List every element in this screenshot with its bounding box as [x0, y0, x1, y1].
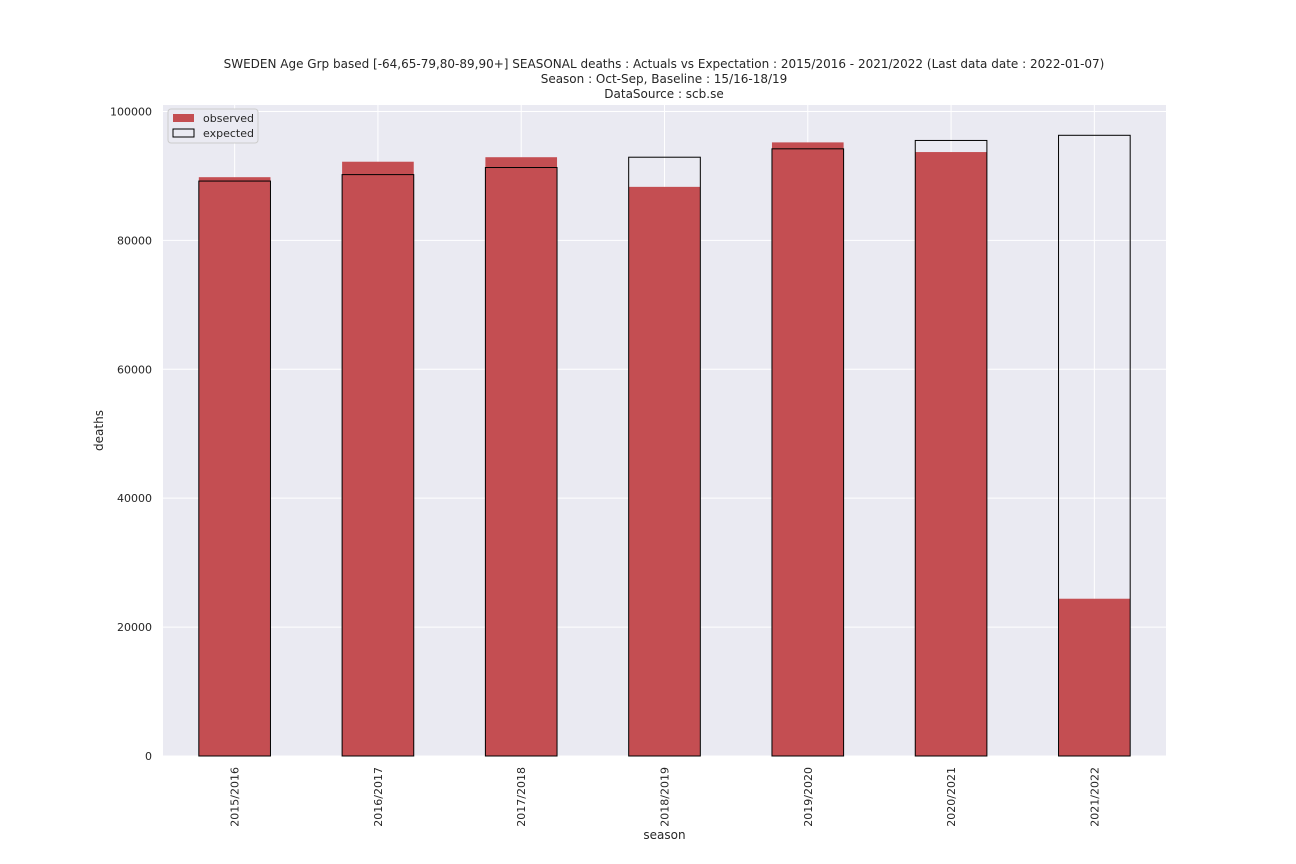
- y-tick-label: 80000: [117, 234, 152, 247]
- bar-observed-2019-2020: [771, 142, 844, 756]
- bar-expected-2015-2016: [198, 180, 271, 757]
- legend-swatch-observed: [173, 114, 194, 122]
- y-tick-label: 60000: [117, 363, 152, 376]
- legend-swatch-expected: [172, 128, 195, 138]
- y-tick-label: 40000: [117, 492, 152, 505]
- bar-expected-2021-2022: [1058, 134, 1131, 757]
- x-axis-ticks: 2015/2016 2016/2017 2017/2018 2018/2019 2019…: [229, 767, 1102, 827]
- x-tick-label: 2018/2019: [659, 767, 672, 827]
- legend-label-expected: expected: [203, 127, 254, 140]
- x-tick-label: 2021/2022: [1088, 767, 1101, 827]
- bar-observed-2018-2019: [628, 186, 701, 757]
- y-axis-ticks: 0 20000 40000 60000 80000 100000: [110, 105, 152, 763]
- y-axis-label: deaths: [92, 410, 106, 451]
- chart-title: SWEDEN Age Grp based [-64,65-79,80-89,90…: [224, 57, 1105, 101]
- x-tick-label: 2017/2018: [515, 767, 528, 827]
- y-tick-label: 0: [145, 750, 152, 763]
- title-line-3: DataSource : scb.se: [604, 87, 723, 101]
- bar-observed-2015-2016: [198, 177, 271, 757]
- x-axis-label: season: [643, 828, 685, 842]
- bar-observed-2017-2018: [485, 157, 558, 756]
- bar-expected-2019-2020: [771, 148, 845, 757]
- legend: observed expected: [167, 108, 259, 144]
- y-tick-label: 20000: [117, 621, 152, 634]
- x-tick-label: 2015/2016: [229, 767, 242, 827]
- bar-observed-2020-2021: [915, 152, 987, 756]
- y-tick-label: 100000: [110, 105, 152, 118]
- x-tick-label: 2019/2020: [802, 767, 815, 827]
- observed-bars: [198, 142, 1131, 757]
- bar-expected-2018-2019: [628, 156, 701, 757]
- legend-label-observed: observed: [203, 112, 254, 125]
- bar-expected-2020-2021: [914, 139, 988, 757]
- bar-expected-2016-2017: [341, 174, 415, 757]
- x-tick-label: 2020/2021: [945, 767, 958, 827]
- bar-observed-2016-2017: [342, 161, 414, 756]
- bar-expected-2017-2018: [484, 167, 558, 757]
- bar-observed-2021-2022: [1058, 598, 1131, 756]
- x-tick-label: 2016/2017: [372, 767, 385, 827]
- title-line-1: SWEDEN Age Grp based [-64,65-79,80-89,90…: [224, 57, 1105, 71]
- expected-bars: [198, 134, 1131, 757]
- title-line-2: Season : Oct-Sep, Baseline : 15/16-18/19: [541, 72, 788, 86]
